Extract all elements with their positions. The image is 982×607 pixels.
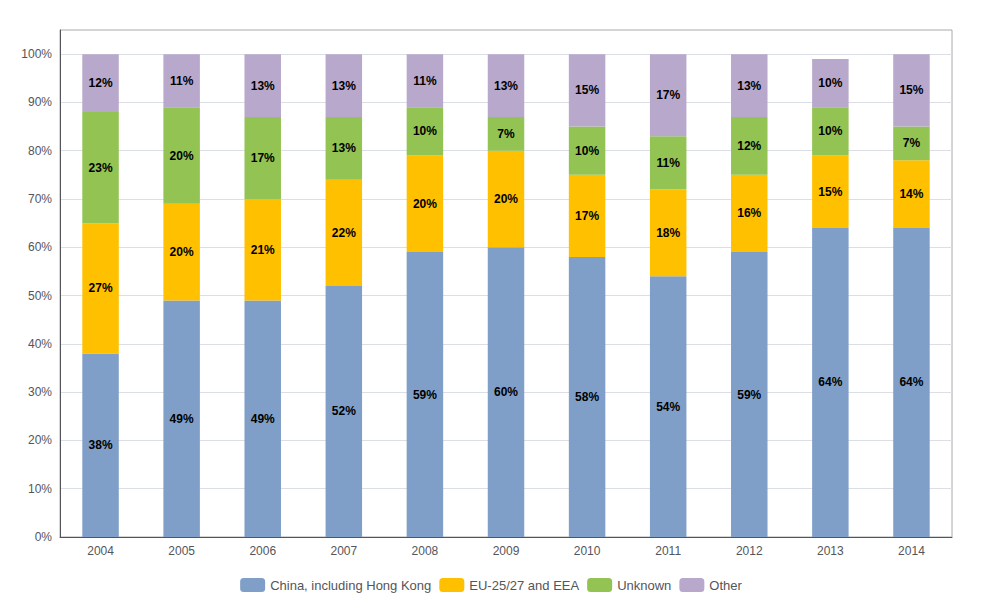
svg-text:EU-25/27 and EEA: EU-25/27 and EEA <box>469 578 579 593</box>
svg-text:23%: 23% <box>89 161 113 175</box>
svg-text:11%: 11% <box>657 156 681 170</box>
svg-text:59%: 59% <box>737 388 761 402</box>
svg-text:17%: 17% <box>251 151 275 165</box>
svg-text:40%: 40% <box>28 337 52 351</box>
svg-text:2006: 2006 <box>249 544 276 558</box>
svg-text:7%: 7% <box>497 127 515 141</box>
svg-text:11%: 11% <box>170 74 194 88</box>
svg-text:13%: 13% <box>494 79 518 93</box>
svg-text:Unknown: Unknown <box>617 578 671 593</box>
svg-text:58%: 58% <box>575 390 599 404</box>
svg-text:64%: 64% <box>899 375 923 389</box>
svg-text:0%: 0% <box>35 530 53 544</box>
svg-text:70%: 70% <box>28 192 52 206</box>
svg-text:13%: 13% <box>737 79 761 93</box>
svg-text:38%: 38% <box>89 438 113 452</box>
svg-text:21%: 21% <box>251 243 275 257</box>
svg-text:2011: 2011 <box>655 544 681 558</box>
svg-text:100%: 100% <box>21 47 52 61</box>
svg-text:54%: 54% <box>656 400 680 414</box>
svg-text:49%: 49% <box>170 412 194 426</box>
svg-text:20%: 20% <box>28 433 52 447</box>
svg-text:2009: 2009 <box>493 544 520 558</box>
svg-text:16%: 16% <box>737 206 761 220</box>
svg-text:18%: 18% <box>656 226 680 240</box>
svg-text:15%: 15% <box>575 83 599 97</box>
svg-text:12%: 12% <box>89 76 113 90</box>
svg-text:64%: 64% <box>818 375 842 389</box>
svg-text:2010: 2010 <box>574 544 601 558</box>
svg-text:52%: 52% <box>332 404 356 418</box>
svg-text:49%: 49% <box>251 412 275 426</box>
svg-text:60%: 60% <box>494 385 518 399</box>
svg-text:10%: 10% <box>575 144 599 158</box>
svg-text:2008: 2008 <box>412 544 439 558</box>
svg-text:22%: 22% <box>332 226 356 240</box>
svg-text:2013: 2013 <box>817 544 844 558</box>
svg-text:30%: 30% <box>28 385 52 399</box>
svg-text:10%: 10% <box>818 124 842 138</box>
svg-text:60%: 60% <box>28 240 52 254</box>
svg-text:2004: 2004 <box>87 544 114 558</box>
svg-text:27%: 27% <box>89 281 113 295</box>
svg-text:13%: 13% <box>332 141 356 155</box>
svg-text:20%: 20% <box>170 245 194 259</box>
svg-text:China, including Hong Kong: China, including Hong Kong <box>270 578 431 593</box>
svg-text:12%: 12% <box>737 139 761 153</box>
svg-text:17%: 17% <box>656 88 680 102</box>
svg-text:20%: 20% <box>170 149 194 163</box>
svg-text:50%: 50% <box>28 289 52 303</box>
svg-text:20%: 20% <box>494 192 518 206</box>
svg-text:14%: 14% <box>899 187 923 201</box>
svg-text:80%: 80% <box>28 144 52 158</box>
svg-text:15%: 15% <box>818 185 842 199</box>
svg-text:17%: 17% <box>575 209 599 223</box>
svg-text:11%: 11% <box>413 74 437 88</box>
svg-text:7%: 7% <box>903 136 921 150</box>
svg-text:2007: 2007 <box>330 544 357 558</box>
svg-text:2012: 2012 <box>736 544 763 558</box>
svg-text:13%: 13% <box>332 79 356 93</box>
svg-text:90%: 90% <box>28 95 52 109</box>
svg-text:15%: 15% <box>899 83 923 97</box>
svg-text:Other: Other <box>709 578 742 593</box>
svg-text:2014: 2014 <box>898 544 925 558</box>
svg-text:13%: 13% <box>251 79 275 93</box>
svg-text:10%: 10% <box>818 76 842 90</box>
svg-text:10%: 10% <box>28 482 52 496</box>
svg-text:2005: 2005 <box>168 544 195 558</box>
svg-text:59%: 59% <box>413 388 437 402</box>
svg-text:10%: 10% <box>413 124 437 138</box>
svg-text:20%: 20% <box>413 197 437 211</box>
